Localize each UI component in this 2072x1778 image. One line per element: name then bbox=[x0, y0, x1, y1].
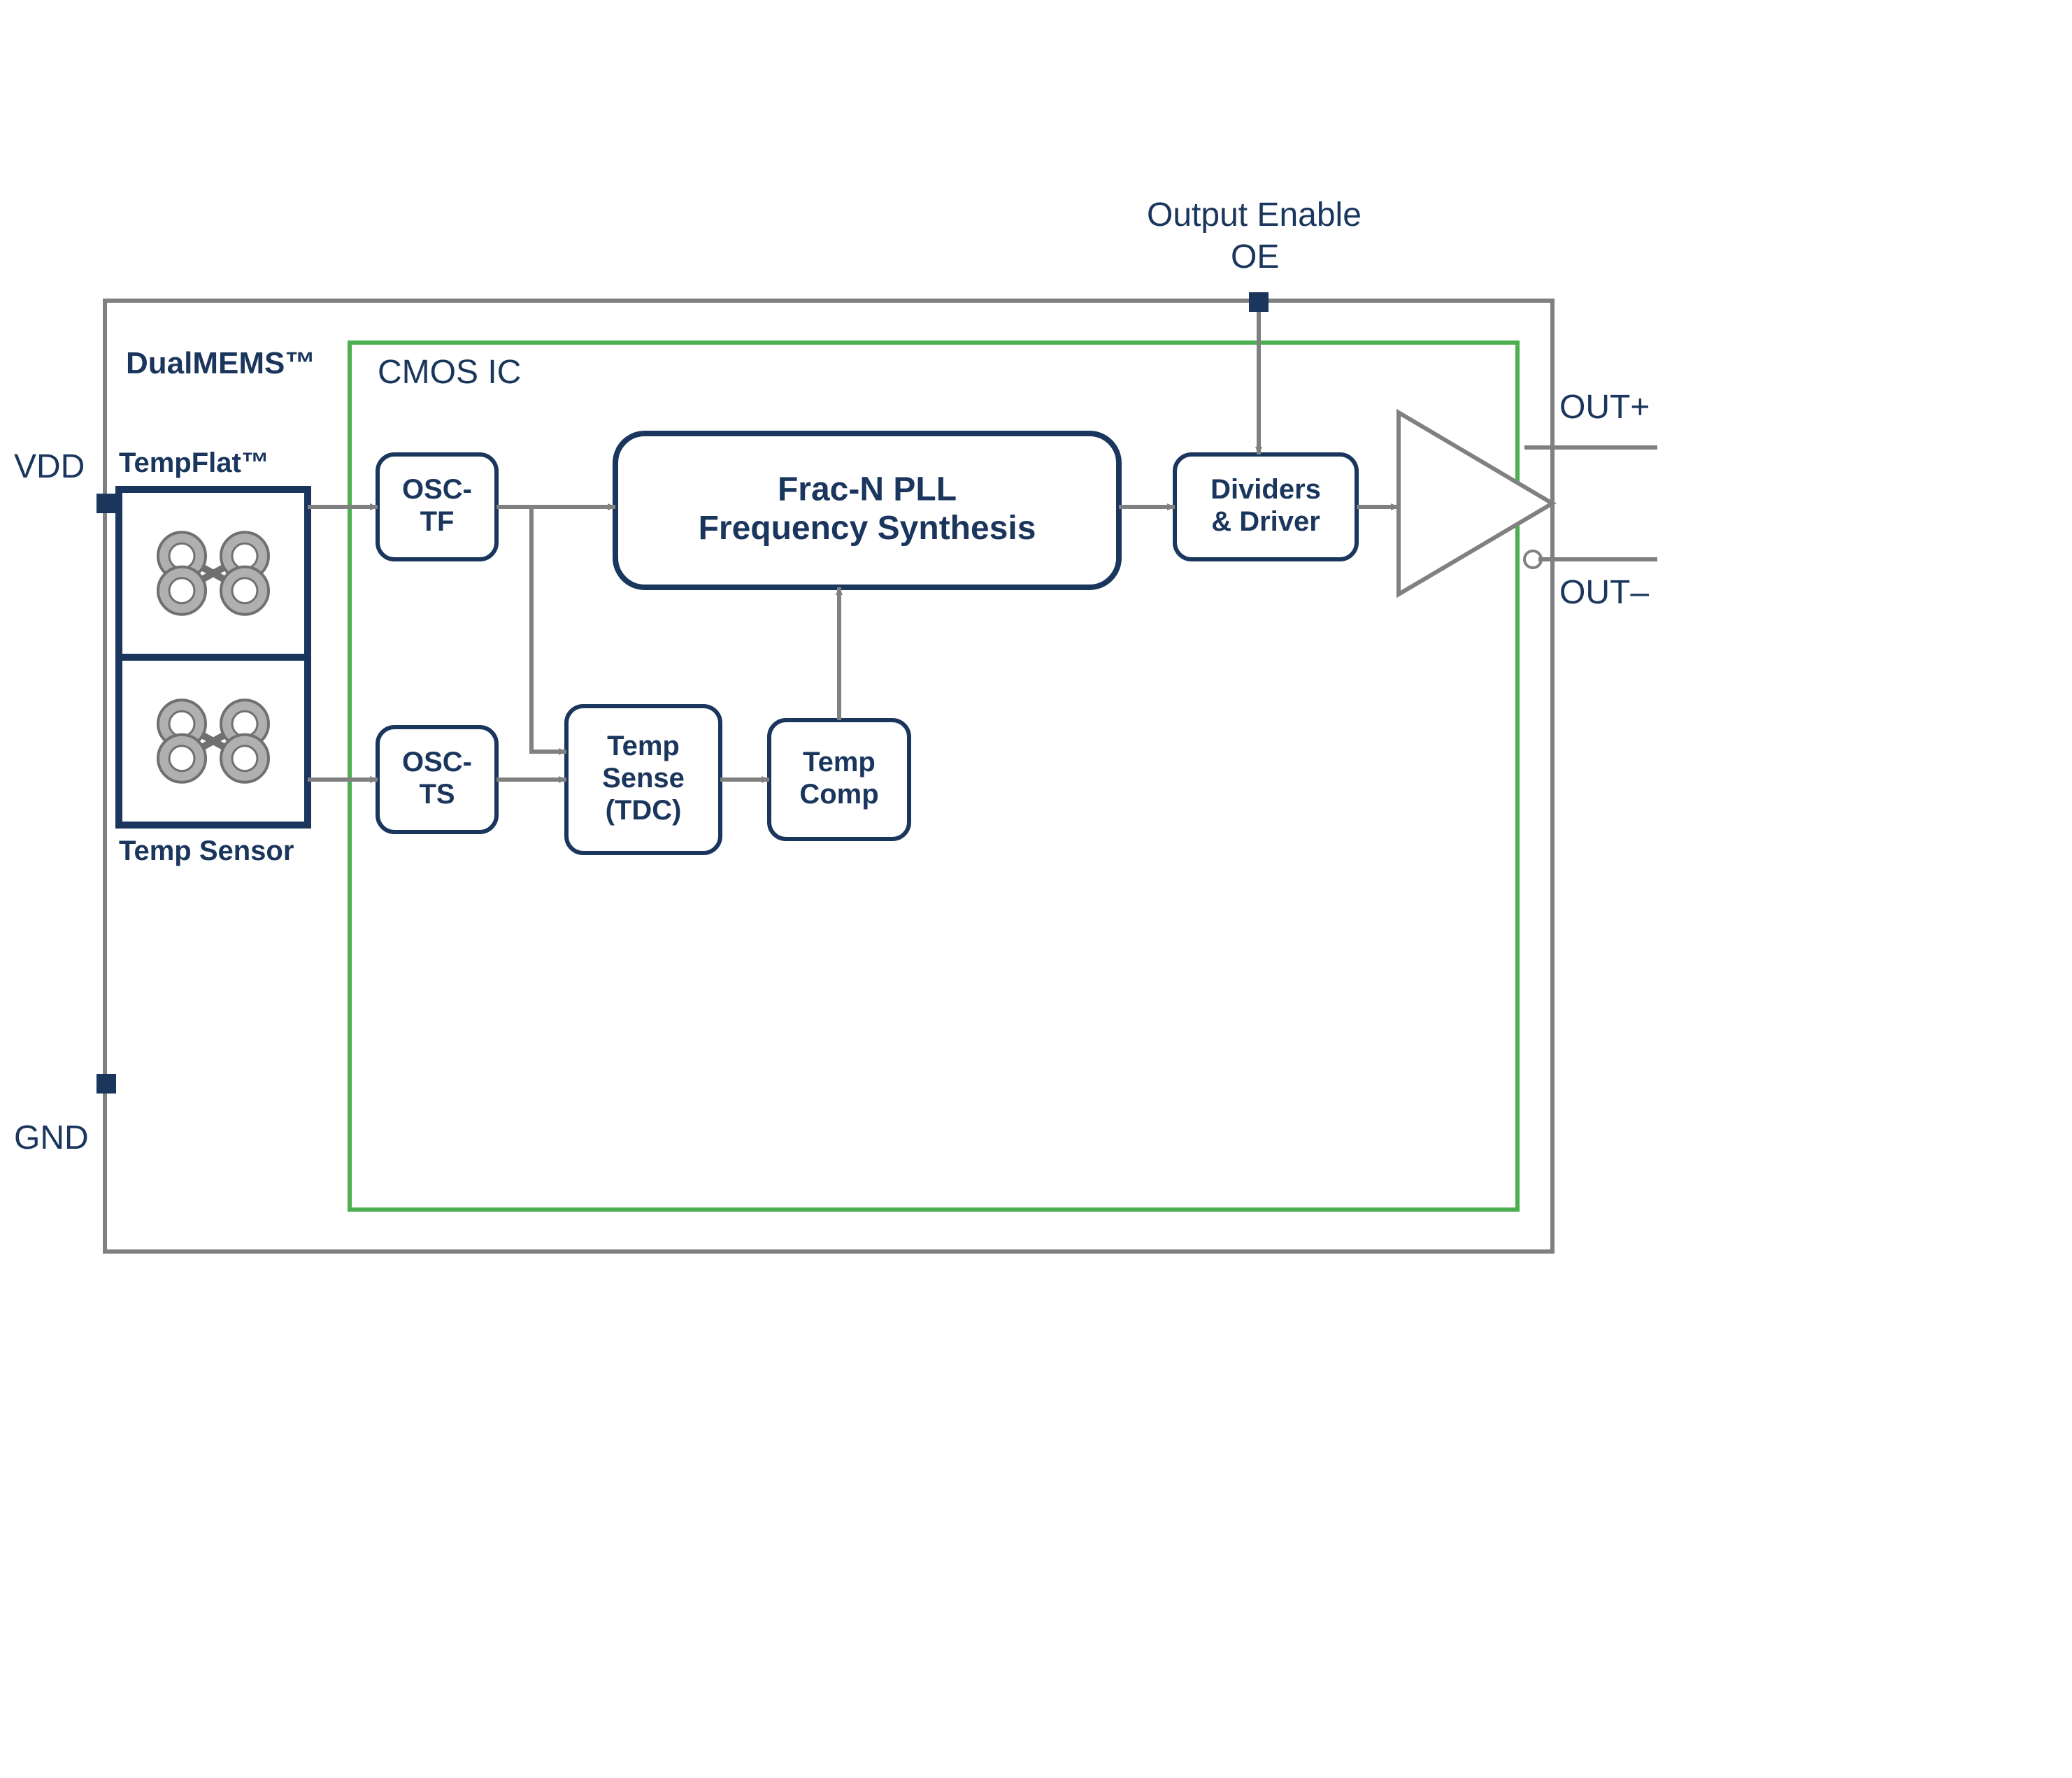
svg-text:TF: TF bbox=[420, 506, 455, 537]
svg-text:Frac-N PLL: Frac-N PLL bbox=[778, 471, 957, 508]
svg-text:TS: TS bbox=[419, 779, 455, 810]
svg-text:Temp: Temp bbox=[803, 747, 876, 777]
svg-text:Frequency Synthesis: Frequency Synthesis bbox=[699, 510, 1036, 547]
vdd-label: VDD bbox=[14, 447, 85, 486]
tempflat-label: TempFlat™ bbox=[119, 447, 269, 479]
tempsensor-label: Temp Sensor bbox=[119, 836, 294, 867]
block-diagram: OSC-TFOSC-TSFrac-N PLLFrequency Synthesi… bbox=[0, 0, 2072, 1778]
oe-pin bbox=[1249, 292, 1269, 312]
oe-label2: OE bbox=[1231, 238, 1279, 276]
svg-text:OSC-: OSC- bbox=[402, 747, 472, 777]
svg-text:Sense: Sense bbox=[602, 763, 685, 794]
svg-text:Comp: Comp bbox=[799, 779, 878, 810]
dualmems-label: DualMEMS™ bbox=[126, 346, 315, 381]
svg-text:(TDC): (TDC) bbox=[606, 795, 682, 826]
outp-label: OUT+ bbox=[1559, 388, 1650, 426]
gnd-pin bbox=[97, 1074, 116, 1094]
gnd-label: GND bbox=[14, 1119, 89, 1157]
temp_sense-label: TempSense(TDC) bbox=[602, 731, 685, 826]
svg-text:OSC-: OSC- bbox=[402, 474, 472, 505]
outm-label: OUT– bbox=[1559, 573, 1649, 612]
svg-text:Temp: Temp bbox=[607, 731, 680, 761]
vdd-pin bbox=[97, 494, 116, 513]
cmos-label: CMOS IC bbox=[378, 353, 521, 392]
diagram-svg: OSC-TFOSC-TSFrac-N PLLFrequency Synthesi… bbox=[0, 0, 2072, 1778]
svg-text:& Driver: & Driver bbox=[1211, 506, 1320, 537]
svg-text:Dividers: Dividers bbox=[1210, 474, 1321, 505]
oe-label1: Output Enable bbox=[1147, 196, 1362, 234]
osctf-down-to-tempsense-arrow bbox=[531, 507, 566, 752]
